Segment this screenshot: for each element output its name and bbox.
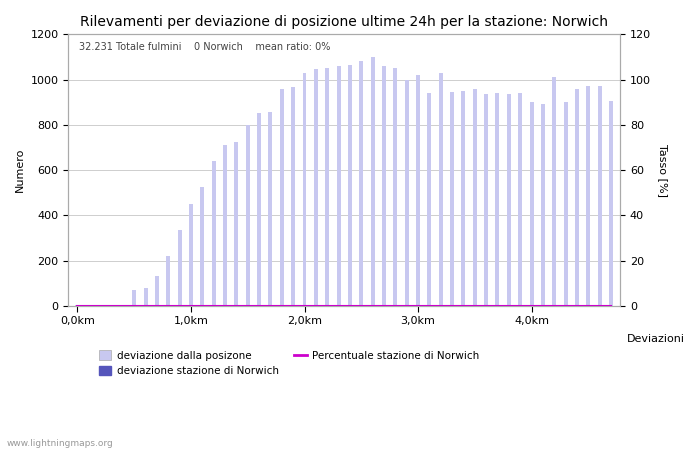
Bar: [132, 290, 137, 306]
Bar: [359, 62, 363, 306]
Bar: [200, 187, 204, 306]
Bar: [155, 276, 159, 306]
Bar: [416, 75, 420, 306]
Bar: [552, 77, 557, 306]
Text: Deviazioni: Deviazioni: [627, 333, 685, 343]
Bar: [348, 65, 352, 306]
Bar: [223, 145, 227, 306]
Bar: [450, 92, 454, 306]
Bar: [167, 256, 170, 306]
Text: 32.231 Totale fulmini    0 Norwich    mean ratio: 0%: 32.231 Totale fulmini 0 Norwich mean rat…: [79, 42, 331, 53]
Bar: [269, 112, 272, 306]
Bar: [496, 93, 500, 306]
Bar: [291, 87, 295, 306]
Bar: [144, 288, 148, 306]
Bar: [609, 101, 613, 306]
Legend: deviazione dalla posizone, deviazione stazione di Norwich, Percentuale stazione : deviazione dalla posizone, deviazione st…: [94, 346, 484, 380]
Bar: [405, 80, 409, 306]
Bar: [246, 125, 250, 306]
Bar: [302, 73, 307, 306]
Bar: [518, 93, 522, 306]
Bar: [189, 204, 193, 306]
Text: www.lightningmaps.org: www.lightningmaps.org: [7, 439, 113, 448]
Y-axis label: Tasso [%]: Tasso [%]: [657, 144, 668, 197]
Bar: [257, 113, 261, 306]
Bar: [370, 57, 374, 306]
Bar: [507, 94, 511, 306]
Bar: [428, 93, 431, 306]
Bar: [575, 89, 579, 306]
Bar: [587, 86, 590, 306]
Bar: [337, 66, 340, 306]
Bar: [529, 102, 533, 306]
Bar: [484, 94, 488, 306]
Bar: [598, 86, 601, 306]
Bar: [211, 161, 216, 306]
Bar: [439, 73, 442, 306]
Bar: [473, 89, 477, 306]
Bar: [234, 142, 239, 306]
Y-axis label: Numero: Numero: [15, 148, 25, 192]
Bar: [314, 69, 318, 306]
Title: Rilevamenti per deviazione di posizione ultime 24h per la stazione: Norwich: Rilevamenti per deviazione di posizione …: [80, 15, 608, 29]
Bar: [382, 66, 386, 306]
Bar: [541, 104, 545, 306]
Bar: [564, 102, 568, 306]
Bar: [280, 89, 284, 306]
Bar: [393, 68, 398, 306]
Bar: [76, 305, 80, 306]
Bar: [326, 68, 329, 306]
Bar: [178, 230, 181, 306]
Bar: [461, 91, 466, 306]
